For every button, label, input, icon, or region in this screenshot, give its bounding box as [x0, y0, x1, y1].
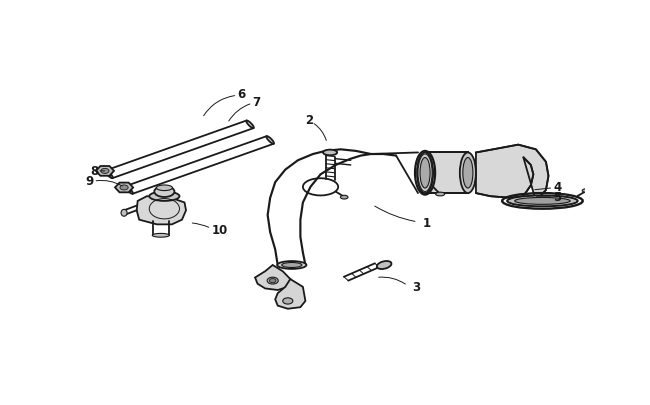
Text: 3: 3: [412, 281, 421, 294]
Polygon shape: [425, 153, 468, 194]
Text: 5: 5: [553, 190, 562, 203]
Ellipse shape: [120, 185, 128, 190]
Polygon shape: [96, 166, 114, 176]
Ellipse shape: [515, 198, 570, 205]
Ellipse shape: [277, 262, 306, 269]
Ellipse shape: [246, 121, 254, 129]
Ellipse shape: [269, 279, 276, 283]
Text: 8: 8: [90, 165, 98, 178]
Polygon shape: [255, 265, 291, 290]
Ellipse shape: [436, 193, 445, 196]
Text: 4: 4: [553, 181, 562, 194]
Ellipse shape: [507, 196, 578, 207]
Ellipse shape: [460, 153, 476, 194]
Ellipse shape: [121, 210, 127, 217]
Polygon shape: [275, 279, 306, 309]
Ellipse shape: [420, 158, 430, 189]
Text: 7: 7: [252, 96, 261, 109]
Ellipse shape: [463, 158, 473, 189]
Ellipse shape: [267, 277, 278, 284]
Text: 10: 10: [212, 223, 228, 236]
Ellipse shape: [156, 185, 172, 191]
Ellipse shape: [323, 150, 337, 156]
Ellipse shape: [283, 298, 293, 304]
Polygon shape: [476, 145, 549, 201]
Ellipse shape: [417, 153, 433, 194]
Ellipse shape: [150, 192, 179, 201]
Ellipse shape: [281, 263, 302, 268]
Ellipse shape: [266, 137, 274, 145]
Text: 1: 1: [422, 217, 430, 230]
Ellipse shape: [154, 187, 174, 198]
Text: 2: 2: [306, 114, 313, 127]
Polygon shape: [115, 183, 133, 193]
Text: 6: 6: [237, 87, 246, 100]
Ellipse shape: [125, 187, 133, 194]
Ellipse shape: [101, 169, 109, 174]
Ellipse shape: [582, 189, 592, 193]
Ellipse shape: [152, 234, 170, 238]
Ellipse shape: [377, 261, 391, 269]
Ellipse shape: [341, 196, 348, 200]
Polygon shape: [136, 197, 186, 225]
Ellipse shape: [105, 171, 113, 179]
Ellipse shape: [107, 173, 111, 177]
Text: 9: 9: [85, 175, 94, 188]
Ellipse shape: [127, 189, 131, 192]
